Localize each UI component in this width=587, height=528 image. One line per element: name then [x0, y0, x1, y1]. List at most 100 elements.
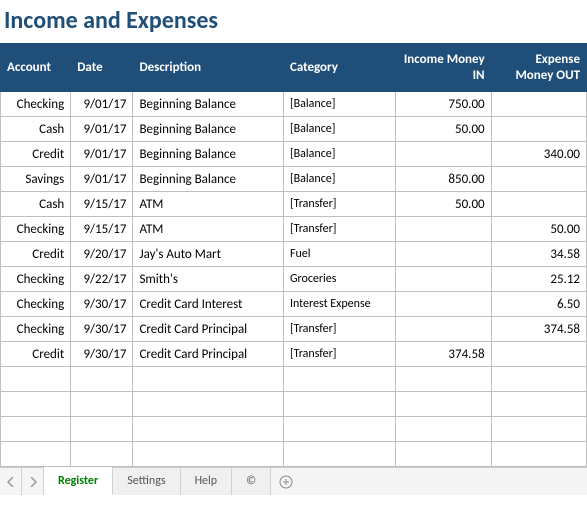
- cell-in[interactable]: 374.58: [396, 342, 491, 367]
- cell-out[interactable]: 340.00: [491, 142, 586, 167]
- cell-in[interactable]: 750.00: [396, 92, 491, 117]
- cell-account[interactable]: Savings: [1, 167, 71, 192]
- cell-account[interactable]: Checking: [1, 267, 71, 292]
- cell-cat[interactable]: [Balance]: [283, 142, 395, 167]
- cell-date[interactable]: 9/30/17: [71, 317, 133, 342]
- cell-cat[interactable]: [Transfer]: [283, 217, 395, 242]
- cell-in[interactable]: [396, 242, 491, 267]
- cell-date[interactable]: 9/15/17: [71, 192, 133, 217]
- cell-desc[interactable]: Beginning Balance: [133, 92, 284, 117]
- cell-out[interactable]: [491, 117, 586, 142]
- cell-in[interactable]: [396, 292, 491, 317]
- cell-date[interactable]: 9/01/17: [71, 117, 133, 142]
- cell-desc[interactable]: [133, 392, 284, 417]
- tab-nav-next[interactable]: [22, 468, 44, 495]
- tab-register[interactable]: Register: [44, 468, 113, 495]
- cell-in[interactable]: 850.00: [396, 167, 491, 192]
- cell-desc[interactable]: [133, 417, 284, 442]
- tab-copyright[interactable]: ©: [232, 468, 271, 495]
- cell-out[interactable]: [491, 167, 586, 192]
- cell-date[interactable]: 9/01/17: [71, 92, 133, 117]
- col-header-category[interactable]: Category: [283, 44, 395, 92]
- cell-desc[interactable]: Beginning Balance: [133, 142, 284, 167]
- cell-account[interactable]: Checking: [1, 317, 71, 342]
- cell-desc[interactable]: ATM: [133, 217, 284, 242]
- cell-account[interactable]: Cash: [1, 192, 71, 217]
- cell-desc[interactable]: [133, 442, 284, 467]
- cell-cat[interactable]: [Balance]: [283, 92, 395, 117]
- cell-desc[interactable]: Credit Card Principal: [133, 317, 284, 342]
- cell-cat[interactable]: [283, 367, 395, 392]
- cell-cat[interactable]: [283, 442, 395, 467]
- tab-help[interactable]: Help: [181, 468, 233, 495]
- cell-in[interactable]: [396, 392, 491, 417]
- cell-out[interactable]: [491, 342, 586, 367]
- cell-out[interactable]: 34.58: [491, 242, 586, 267]
- cell-cat[interactable]: Groceries: [283, 267, 395, 292]
- cell-desc[interactable]: [133, 367, 284, 392]
- cell-date[interactable]: 9/01/17: [71, 167, 133, 192]
- cell-account[interactable]: Checking: [1, 92, 71, 117]
- cell-out[interactable]: 6.50: [491, 292, 586, 317]
- cell-out[interactable]: [491, 192, 586, 217]
- cell-account[interactable]: Credit: [1, 342, 71, 367]
- cell-out[interactable]: 25.12: [491, 267, 586, 292]
- cell-date[interactable]: [71, 442, 133, 467]
- cell-desc[interactable]: Beginning Balance: [133, 117, 284, 142]
- cell-cat[interactable]: Interest Expense: [283, 292, 395, 317]
- cell-out[interactable]: [491, 392, 586, 417]
- cell-in[interactable]: [396, 417, 491, 442]
- cell-desc[interactable]: Beginning Balance: [133, 167, 284, 192]
- cell-account[interactable]: [1, 367, 71, 392]
- cell-account[interactable]: Checking: [1, 292, 71, 317]
- cell-out[interactable]: [491, 92, 586, 117]
- cell-date[interactable]: 9/01/17: [71, 142, 133, 167]
- cell-desc[interactable]: Credit Card Principal: [133, 342, 284, 367]
- cell-in[interactable]: 50.00: [396, 192, 491, 217]
- cell-cat[interactable]: [Balance]: [283, 167, 395, 192]
- col-header-account[interactable]: Account: [1, 44, 71, 92]
- cell-cat[interactable]: [Transfer]: [283, 342, 395, 367]
- cell-in[interactable]: [396, 442, 491, 467]
- cell-in[interactable]: 50.00: [396, 117, 491, 142]
- cell-date[interactable]: 9/20/17: [71, 242, 133, 267]
- cell-cat[interactable]: [Balance]: [283, 117, 395, 142]
- cell-cat[interactable]: [Transfer]: [283, 317, 395, 342]
- cell-date[interactable]: 9/30/17: [71, 342, 133, 367]
- tab-nav-prev[interactable]: [0, 468, 22, 495]
- cell-account[interactable]: [1, 442, 71, 467]
- cell-cat[interactable]: [283, 392, 395, 417]
- cell-desc[interactable]: Jay's Auto Mart: [133, 242, 284, 267]
- cell-in[interactable]: [396, 267, 491, 292]
- cell-desc[interactable]: Smith's: [133, 267, 284, 292]
- col-header-expense[interactable]: Expense Money OUT: [491, 44, 586, 92]
- col-header-income[interactable]: Income Money IN: [396, 44, 491, 92]
- cell-out[interactable]: [491, 367, 586, 392]
- cell-in[interactable]: [396, 142, 491, 167]
- cell-account[interactable]: Checking: [1, 217, 71, 242]
- cell-out[interactable]: 374.58: [491, 317, 586, 342]
- cell-in[interactable]: [396, 217, 491, 242]
- cell-cat[interactable]: [Transfer]: [283, 192, 395, 217]
- col-header-description[interactable]: Description: [133, 44, 284, 92]
- cell-account[interactable]: Cash: [1, 117, 71, 142]
- cell-out[interactable]: [491, 442, 586, 467]
- tab-settings[interactable]: Settings: [113, 468, 180, 495]
- cell-desc[interactable]: ATM: [133, 192, 284, 217]
- add-sheet-button[interactable]: [271, 475, 301, 489]
- col-header-date[interactable]: Date: [71, 44, 133, 92]
- cell-date[interactable]: 9/15/17: [71, 217, 133, 242]
- cell-account[interactable]: [1, 417, 71, 442]
- cell-account[interactable]: Credit: [1, 242, 71, 267]
- cell-in[interactable]: [396, 317, 491, 342]
- cell-account[interactable]: [1, 392, 71, 417]
- cell-out[interactable]: 50.00: [491, 217, 586, 242]
- cell-date[interactable]: [71, 367, 133, 392]
- cell-date[interactable]: 9/22/17: [71, 267, 133, 292]
- cell-cat[interactable]: [283, 417, 395, 442]
- cell-date[interactable]: 9/30/17: [71, 292, 133, 317]
- cell-desc[interactable]: Credit Card Interest: [133, 292, 284, 317]
- cell-in[interactable]: [396, 367, 491, 392]
- cell-date[interactable]: [71, 417, 133, 442]
- cell-out[interactable]: [491, 417, 586, 442]
